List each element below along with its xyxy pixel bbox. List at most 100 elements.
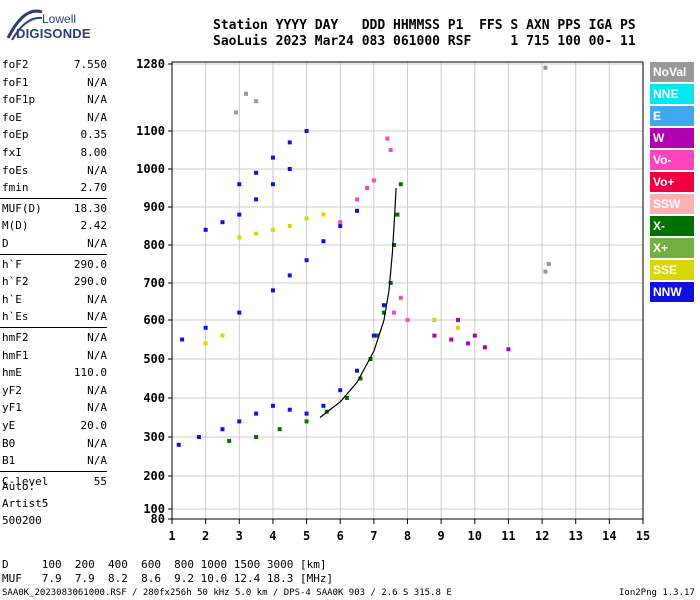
param-name: foF1 bbox=[2, 75, 29, 89]
legend-item-x: X- bbox=[650, 216, 694, 236]
param-name: foEs bbox=[2, 163, 29, 177]
data-point-sse bbox=[455, 325, 460, 330]
data-point-vo bbox=[385, 136, 390, 141]
param-value: N/A bbox=[87, 237, 107, 250]
y-tick-label: 80 bbox=[151, 512, 165, 526]
param-name: yF2 bbox=[2, 383, 22, 397]
param-value: 18.30 bbox=[73, 201, 107, 215]
y-tick-label: 1000 bbox=[136, 162, 165, 176]
param-name: M(D) bbox=[2, 219, 29, 233]
y-tick-label: 1280 bbox=[136, 57, 165, 71]
param-separator bbox=[0, 197, 107, 199]
x-tick-label: 13 bbox=[568, 529, 582, 543]
data-point-nnw bbox=[338, 388, 343, 393]
param-value: N/A bbox=[87, 436, 107, 450]
data-point-sse bbox=[432, 318, 437, 322]
param-name: yE bbox=[2, 419, 16, 432]
legend-item-noval: NoVal bbox=[650, 62, 694, 82]
param-row: foF2 7.550 bbox=[2, 56, 107, 73]
y-tick-label: 800 bbox=[143, 238, 165, 252]
data-point-nnw bbox=[338, 224, 343, 228]
param-name: foF1p bbox=[2, 93, 36, 107]
data-point-nnw bbox=[270, 182, 275, 187]
param-value: N/A bbox=[87, 331, 107, 344]
legend-item-e: E bbox=[650, 106, 694, 126]
data-point-noval bbox=[233, 110, 238, 115]
param-name: D bbox=[2, 237, 9, 250]
y-tick-label: 900 bbox=[143, 200, 165, 214]
param-row: MUF(D) 18.30 bbox=[2, 200, 107, 217]
data-point-x bbox=[304, 419, 309, 424]
legend-item-ssw: SSW bbox=[650, 194, 694, 214]
legend-item-sse: SSE bbox=[650, 260, 694, 280]
data-point-noval bbox=[254, 99, 259, 104]
x-tick-label: 12 bbox=[535, 529, 549, 543]
param-row: h`Es N/A bbox=[2, 308, 107, 325]
data-point-x bbox=[344, 396, 349, 400]
data-point-nnw bbox=[237, 419, 242, 424]
param-row: B1 N/A bbox=[2, 452, 107, 469]
param-value: N/A bbox=[87, 110, 107, 124]
data-point-nnw bbox=[270, 403, 275, 408]
param-name: foF2 bbox=[2, 58, 29, 71]
logo-line2: DIGISONDE bbox=[16, 26, 91, 41]
y-tick-label: 200 bbox=[143, 469, 165, 483]
data-point-w bbox=[472, 333, 477, 338]
param-row: foEs N/A bbox=[2, 162, 107, 179]
logo-line1: Lowell bbox=[42, 12, 77, 26]
param-value: 2.42 bbox=[80, 219, 108, 233]
param-value: N/A bbox=[87, 75, 107, 89]
param-row: h`F2 290.0 bbox=[2, 273, 107, 290]
lowell-digisonde-logo: Lowell DIGISONDE bbox=[4, 4, 124, 48]
param-row: C-level 55 bbox=[2, 473, 107, 490]
data-point-nnw bbox=[304, 129, 309, 133]
data-point-nnw bbox=[180, 337, 185, 342]
param-value: N/A bbox=[87, 292, 107, 306]
param-value: N/A bbox=[87, 348, 107, 362]
x-tick-label: 4 bbox=[269, 529, 276, 543]
param-name: yF1 bbox=[2, 401, 22, 415]
param-row: yF2 N/A bbox=[2, 382, 107, 399]
x-tick-label: 15 bbox=[636, 529, 650, 543]
data-point-nnw bbox=[237, 212, 242, 217]
x-tick-label: 8 bbox=[404, 529, 411, 543]
footer-distance-row: D 100 200 400 600 800 1000 1500 3000 [km… bbox=[2, 558, 327, 571]
data-point-nnw bbox=[371, 333, 376, 338]
y-tick-label: 700 bbox=[143, 276, 165, 290]
param-name: C-level bbox=[2, 474, 49, 488]
data-point-vo bbox=[405, 318, 410, 322]
legend-item-nnw: NNW bbox=[650, 282, 694, 302]
y-tick-label: 100 bbox=[143, 502, 165, 516]
param-row: foEp 0.35 bbox=[2, 126, 107, 143]
x-tick-label: 7 bbox=[370, 529, 377, 543]
data-point-nnw bbox=[321, 239, 326, 244]
param-name: h`E bbox=[2, 292, 22, 306]
x-axis-ticks: 1 2 3 4 5 6 7 8 9 10 11 12 13 14 15 bbox=[168, 519, 650, 543]
x-tick-label: 9 bbox=[438, 529, 445, 543]
data-point-nnw bbox=[237, 310, 242, 315]
param-name: fxI bbox=[2, 146, 22, 159]
data-point-sse bbox=[203, 341, 208, 346]
legend-item-vo: Vo+ bbox=[650, 172, 694, 192]
data-point-vo bbox=[388, 148, 393, 152]
data-point-noval bbox=[244, 91, 249, 96]
param-row: yE 20.0 bbox=[2, 417, 107, 434]
param-row: B0 N/A bbox=[2, 435, 107, 452]
data-point-sse bbox=[254, 231, 259, 236]
data-point-nnw bbox=[196, 435, 201, 439]
param-name: B1 bbox=[2, 454, 16, 468]
data-point-w bbox=[449, 337, 454, 342]
data-point-x bbox=[227, 438, 232, 443]
x-tick-label: 2 bbox=[202, 529, 209, 543]
param-row: hmF1 N/A bbox=[2, 347, 107, 364]
param-value: N/A bbox=[87, 454, 107, 468]
auto-label: Auto: bbox=[2, 480, 36, 493]
header-labels: Station YYYY DAY DDD HHMMSS P1 FFS S AXN… bbox=[213, 18, 636, 33]
data-point-sse bbox=[220, 333, 225, 338]
footer-muf-row: MUF 7.9 7.9 8.2 8.6 9.2 10.0 12.4 18.3 [… bbox=[2, 572, 334, 585]
x-tick-label: 1 bbox=[168, 529, 175, 543]
footer-version: Ion2Png 1.3.17 bbox=[619, 588, 695, 598]
data-point-x bbox=[277, 427, 282, 432]
data-point-nnw bbox=[304, 258, 309, 263]
